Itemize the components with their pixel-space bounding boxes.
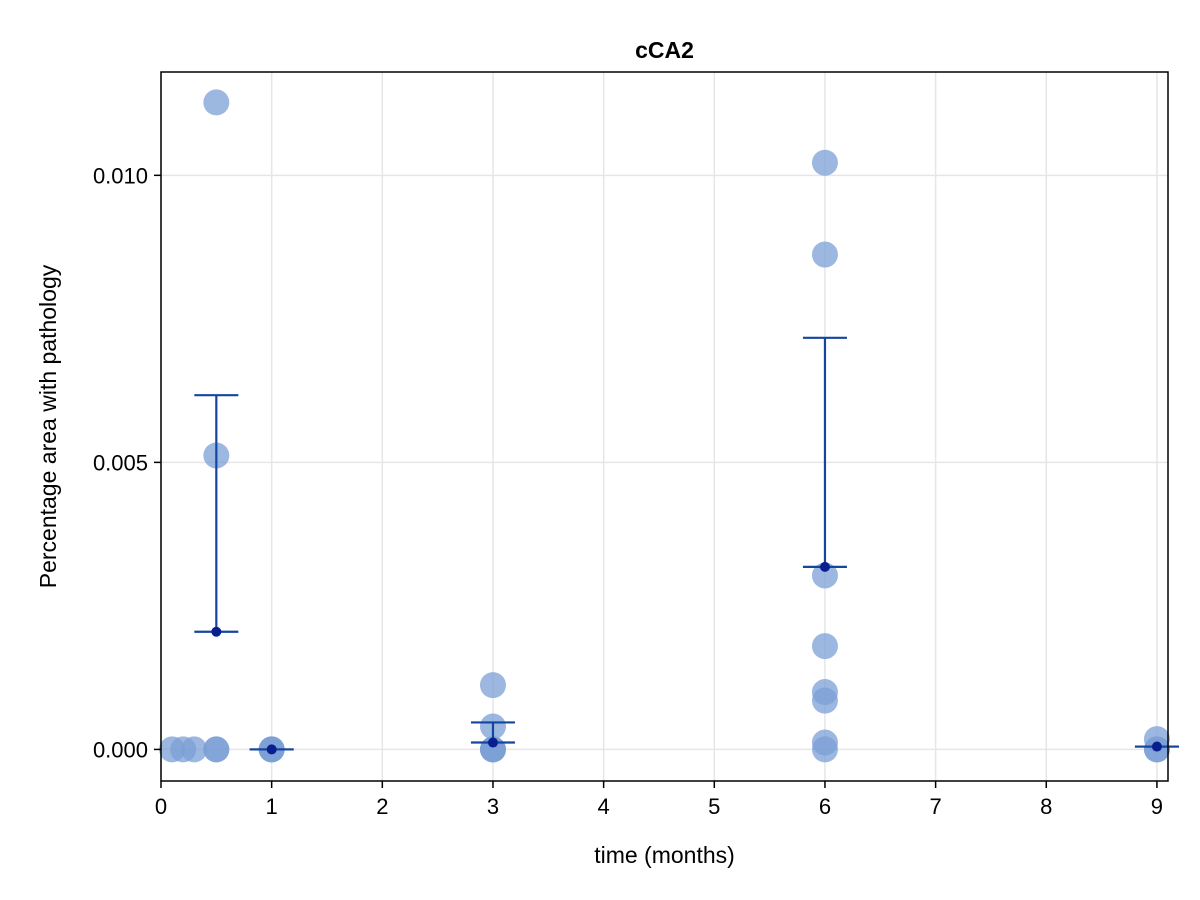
x-tick-label: 2: [376, 794, 388, 819]
x-tick-label: 5: [708, 794, 720, 819]
data-point: [811, 679, 838, 706]
y-axis-label: Percentage area with pathology: [35, 264, 61, 588]
data-point: [203, 89, 230, 116]
x-tick-label: 9: [1151, 794, 1163, 819]
data-point: [811, 241, 838, 268]
x-axis-label: time (months): [594, 842, 735, 868]
x-tick-label: 0: [155, 794, 167, 819]
mean-marker: [1151, 741, 1162, 752]
data-point: [181, 736, 208, 763]
mean-marker: [266, 744, 277, 755]
data-point: [811, 633, 838, 660]
x-tick-label: 8: [1040, 794, 1052, 819]
x-tick-label: 4: [598, 794, 610, 819]
x-tick-label: 1: [266, 794, 278, 819]
x-tick-label: 7: [929, 794, 941, 819]
x-tick-label: 6: [819, 794, 831, 819]
data-point: [811, 149, 838, 176]
y-tick-label: 0.000: [93, 737, 148, 762]
x-tick-label: 3: [487, 794, 499, 819]
plot-frame: [160, 71, 1169, 782]
grid: [160, 72, 1168, 781]
y-tick-label: 0.010: [93, 163, 148, 188]
data-point: [479, 672, 506, 699]
data-point: [203, 736, 230, 763]
chart-title: cCA2: [635, 37, 694, 63]
data-point: [811, 562, 838, 589]
error-bars: [194, 336, 1179, 755]
mean-marker: [819, 561, 830, 572]
data-point: [811, 729, 838, 756]
axis-ticks: 0 1 2 3 4 5 6 7 8 9 0.000 0.005 0.010: [93, 163, 1163, 819]
y-tick-label: 0.005: [93, 450, 148, 475]
mean-marker: [487, 737, 498, 748]
data-points: [159, 89, 1170, 763]
mean-marker: [211, 626, 222, 637]
